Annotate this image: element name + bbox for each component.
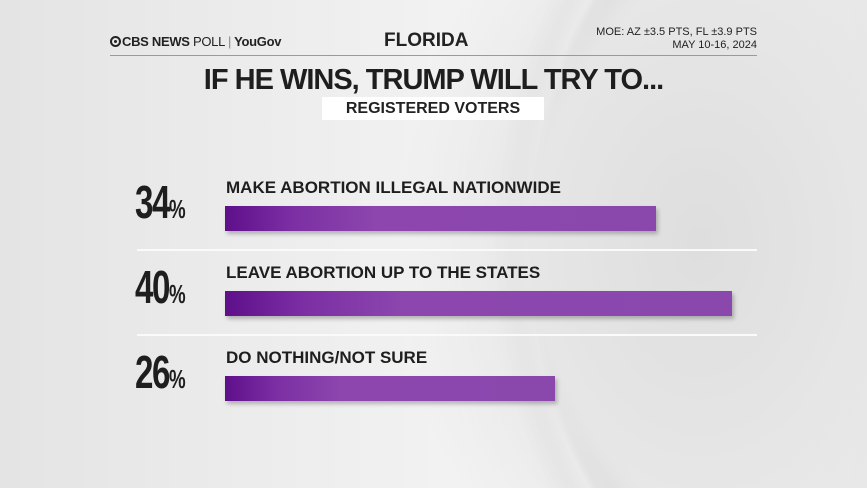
brand-logo: CBS NEWS POLL | YouGov: [110, 34, 281, 49]
bar: [225, 376, 555, 401]
brand-name: CBS NEWS: [122, 34, 190, 49]
row-divider: [137, 249, 757, 251]
brand-poll: POLL: [192, 34, 226, 49]
percent-sign: %: [168, 194, 186, 224]
percent-sign: %: [168, 279, 186, 309]
category-label: DO NOTHING/NOT SURE: [226, 348, 428, 367]
category-label: MAKE ABORTION ILLEGAL NATIONWIDE: [226, 178, 561, 197]
value-number: 26: [135, 346, 170, 398]
cbs-eye-icon: [110, 36, 121, 47]
percent-sign: %: [168, 364, 186, 394]
row-divider: [137, 334, 757, 336]
value-number: 40: [135, 261, 170, 313]
value-label: 40%: [135, 264, 186, 317]
bar: [225, 206, 656, 231]
chart-title: IF HE WINS, TRUMP WILL TRY TO...: [203, 64, 664, 96]
category-label: LEAVE ABORTION UP TO THE STATES: [226, 263, 541, 282]
poll-meta: MOE: AZ ±3.5 PTS, FL ±3.9 PTS MAY 10-16, …: [596, 26, 757, 52]
value-number: 34: [135, 176, 170, 228]
bar: [225, 291, 732, 316]
value-label: 26%: [135, 349, 186, 402]
value-label: 34%: [135, 179, 186, 232]
state-label: FLORIDA: [384, 30, 469, 51]
partner-logo: YouGov: [234, 34, 282, 49]
poll-dates: MAY 10-16, 2024: [672, 39, 757, 51]
header-divider: [110, 55, 757, 56]
chart-subtitle: REGISTERED VOTERS: [322, 97, 544, 120]
margin-of-error: MOE: AZ ±3.5 PTS, FL ±3.9 PTS: [596, 26, 757, 38]
